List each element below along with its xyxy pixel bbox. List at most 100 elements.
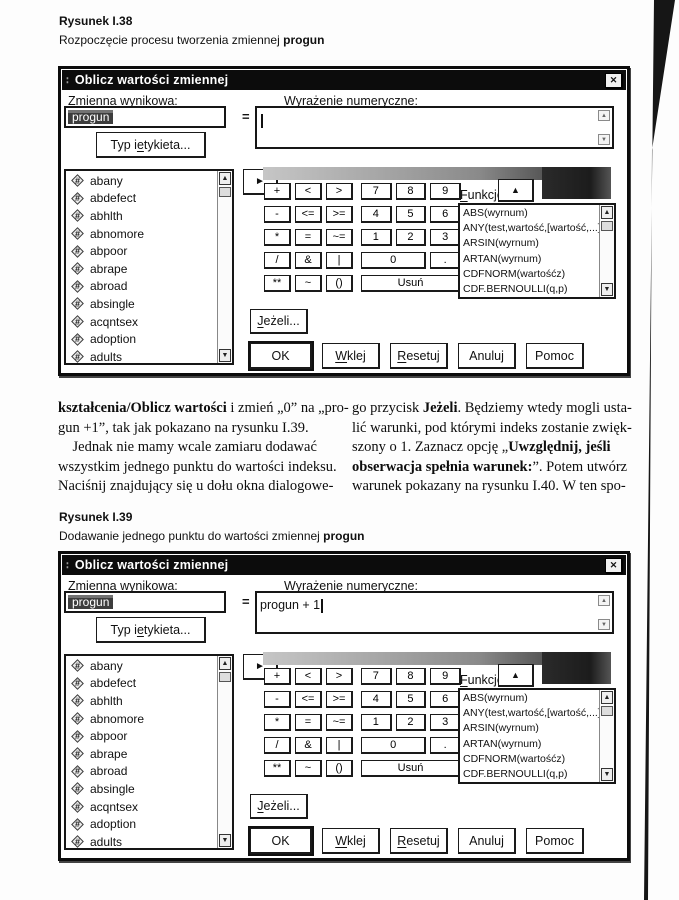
scrollbar-thumb[interactable] <box>219 187 231 197</box>
scroll-up-icon[interactable]: ▲ <box>219 172 231 185</box>
keypad-number-button[interactable]: 3 <box>430 714 461 731</box>
keypad-number-button[interactable]: 4 <box>361 206 392 223</box>
keypad-operator-button[interactable]: > <box>326 183 353 200</box>
scroll-up-icon[interactable]: ▲ <box>601 691 613 704</box>
variable-list-item[interactable]: adults <box>66 348 217 363</box>
keypad-operator-button[interactable]: - <box>264 206 291 223</box>
dialog-titlebar[interactable]: ∶ Oblicz wartości zmiennej ✕ <box>62 70 626 90</box>
keypad-number-button[interactable]: 3 <box>430 229 461 246</box>
keypad-operator-button[interactable]: = <box>295 229 322 246</box>
expression-input[interactable]: progun + 1 ▲ ▼ <box>255 591 614 634</box>
keypad-number-button[interactable]: . <box>430 252 461 269</box>
scrollbar-thumb[interactable] <box>219 672 231 682</box>
insert-function-button[interactable]: ▲ <box>498 664 534 687</box>
keypad-number-button[interactable]: 4 <box>361 691 392 708</box>
keypad-operator-button[interactable]: + <box>264 183 291 200</box>
variable-list-item[interactable]: abdefect <box>66 675 217 693</box>
variable-list-item[interactable]: adults <box>66 833 217 848</box>
keypad-operator-button[interactable]: | <box>326 252 353 269</box>
keypad-operator-button[interactable]: + <box>264 668 291 685</box>
keypad-number-button[interactable]: 6 <box>430 206 461 223</box>
variable-list-item[interactable]: abdefect <box>66 190 217 208</box>
scrollbar-thumb[interactable] <box>601 706 613 716</box>
keypad-operator-button[interactable]: = <box>295 714 322 731</box>
keypad-number-button[interactable]: . <box>430 737 461 754</box>
functions-list-scrollbar[interactable]: ▲ ▼ <box>599 690 614 782</box>
dialog-titlebar[interactable]: ∶ Oblicz wartości zmiennej ✕ <box>62 555 626 575</box>
scroll-down-icon[interactable]: ▼ <box>219 834 231 847</box>
type-and-label-button[interactable]: Typ i e tykieta... <box>96 132 206 158</box>
variable-list-item[interactable]: abnomore <box>66 710 217 728</box>
variable-list-item[interactable]: abrape <box>66 745 217 763</box>
scroll-down-icon[interactable]: ▼ <box>601 768 613 781</box>
expression-input[interactable]: ▲ ▼ <box>255 106 614 149</box>
keypad-operator-button[interactable]: ~= <box>326 229 353 246</box>
variable-list-item[interactable]: abany <box>66 172 217 190</box>
variable-list-item[interactable]: acqntsex <box>66 798 217 816</box>
function-list-item[interactable]: ABS(wyrnum) <box>463 207 528 219</box>
dialog-action-button[interactable]: OK <box>250 343 312 369</box>
keypad-operator-button[interactable]: / <box>264 737 291 754</box>
keypad-number-button[interactable]: 8 <box>395 183 427 200</box>
dialog-action-button[interactable]: Anuluj <box>458 343 516 369</box>
keypad-number-button[interactable]: 1 <box>361 714 392 731</box>
variable-list-item[interactable]: abroad <box>66 278 217 296</box>
target-variable-input[interactable]: progun <box>64 591 226 613</box>
target-variable-input[interactable]: progun <box>64 106 226 128</box>
keypad-operator-button[interactable]: & <box>295 252 322 269</box>
expression-scroll-down-icon[interactable]: ▼ <box>598 619 610 630</box>
expression-scroll-up-icon[interactable]: ▲ <box>598 595 610 606</box>
variable-list-item[interactable]: absingle <box>66 295 217 313</box>
close-button[interactable]: ✕ <box>605 72 622 88</box>
expression-scroll-down-icon[interactable]: ▼ <box>598 134 610 145</box>
keypad-operator-button[interactable]: ~= <box>326 714 353 731</box>
keypad-operator-button[interactable]: - <box>264 691 291 708</box>
keypad-number-button[interactable]: 9 <box>430 668 461 685</box>
expression-scroll-up-icon[interactable]: ▲ <box>598 110 610 121</box>
type-and-label-button[interactable]: Typ i e tykieta... <box>96 617 206 643</box>
keypad-number-button[interactable]: Usuń <box>361 275 461 292</box>
keypad-operator-button[interactable]: * <box>264 229 291 246</box>
function-list-item[interactable]: ABS(wyrnum) <box>463 692 528 704</box>
keypad-operator-button[interactable]: ** <box>264 760 291 777</box>
keypad-number-button[interactable]: 9 <box>430 183 461 200</box>
variable-list-item[interactable]: abhlth <box>66 207 217 225</box>
keypad-number-button[interactable]: Usuń <box>361 760 461 777</box>
scroll-up-icon[interactable]: ▲ <box>601 206 613 219</box>
function-list-item[interactable]: CDFNORM(wartośćz) <box>463 267 566 280</box>
keypad-operator-button[interactable]: > <box>326 668 353 685</box>
keypad-operator-button[interactable]: * <box>264 714 291 731</box>
keypad-operator-button[interactable]: ~ <box>295 275 322 292</box>
keypad-number-button[interactable]: 0 <box>361 737 427 754</box>
variable-list-item[interactable]: abnomore <box>66 225 217 243</box>
keypad-operator-button[interactable]: < <box>295 668 322 685</box>
variable-list-item[interactable]: abhlth <box>66 692 217 710</box>
variable-list-item[interactable]: abpoor <box>66 727 217 745</box>
variable-list[interactable]: abany abdefect abhlth abnomore abpoor <box>64 169 234 365</box>
scrollbar-thumb[interactable] <box>601 221 613 231</box>
variable-list-item[interactable]: abroad <box>66 763 217 781</box>
keypad-operator-button[interactable]: >= <box>326 691 353 708</box>
variable-list-item[interactable]: abany <box>66 657 217 675</box>
keypad-number-button[interactable]: 7 <box>361 668 392 685</box>
keypad-operator-button[interactable]: ~ <box>295 760 322 777</box>
keypad-operator-button[interactable]: () <box>326 275 353 292</box>
variable-list-scrollbar[interactable]: ▲ ▼ <box>217 171 232 363</box>
keypad-operator-button[interactable]: | <box>326 737 353 754</box>
function-list-item[interactable]: CDF.BERNOULLI(q,p) <box>463 767 568 780</box>
keypad-operator-button[interactable]: < <box>295 183 322 200</box>
keypad-number-button[interactable]: 6 <box>430 691 461 708</box>
scroll-down-icon[interactable]: ▼ <box>219 349 231 362</box>
functions-list[interactable]: ABS(wyrnum) ANY(test,wartość,[wartość,...… <box>458 203 616 299</box>
dialog-action-button[interactable]: OK <box>250 828 312 854</box>
variable-list-item[interactable]: adoption <box>66 330 217 348</box>
close-button[interactable]: ✕ <box>605 557 622 573</box>
scroll-down-icon[interactable]: ▼ <box>601 283 613 296</box>
function-list-item[interactable]: CDFNORM(wartośćz) <box>463 752 566 765</box>
dialog-action-button[interactable]: Pomoc <box>526 828 584 854</box>
scroll-up-icon[interactable]: ▲ <box>219 657 231 670</box>
keypad-number-button[interactable]: 2 <box>395 714 427 731</box>
